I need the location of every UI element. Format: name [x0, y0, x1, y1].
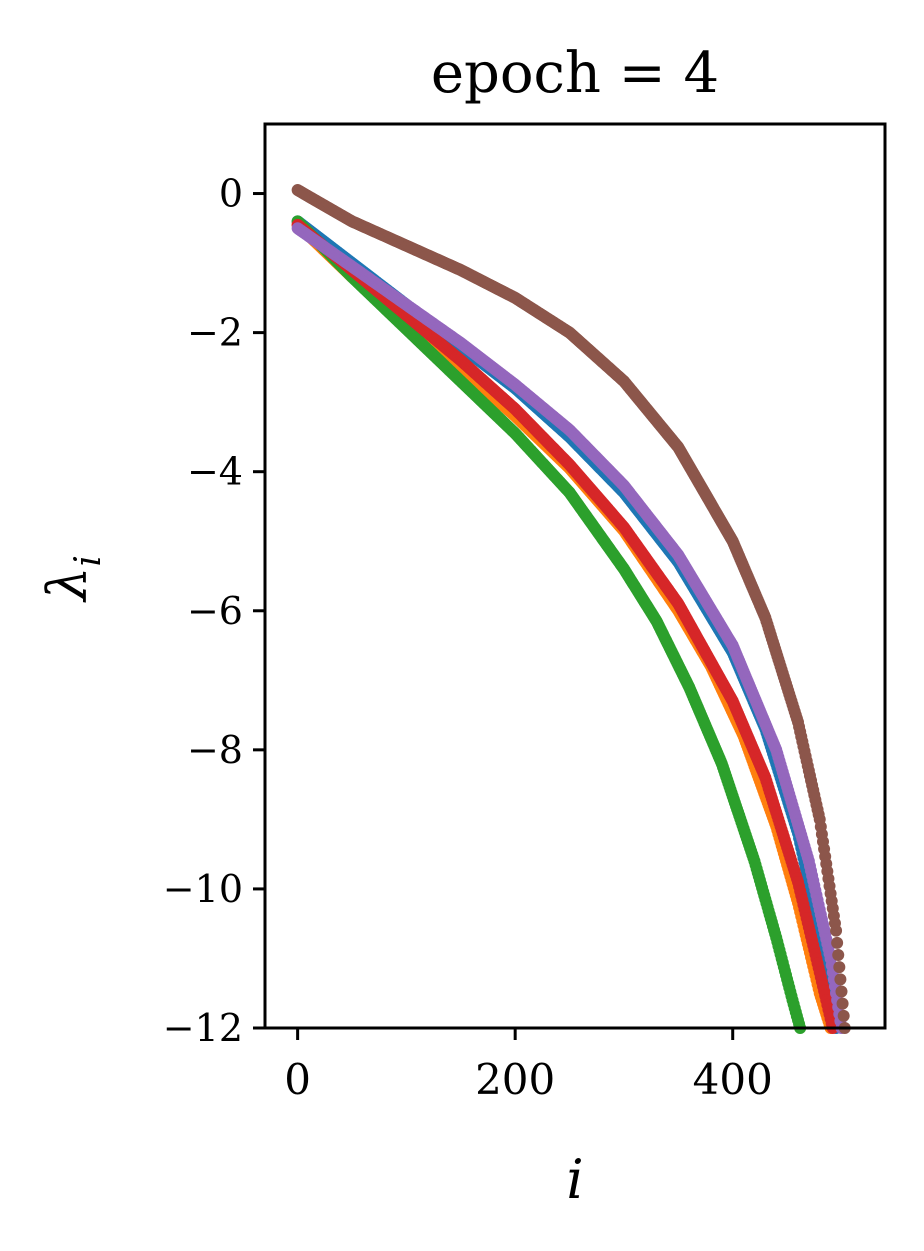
x-tick-label: 0 [284, 1055, 311, 1104]
plot-frame [263, 122, 887, 1030]
y-tick-label: −12 [163, 1006, 243, 1050]
data-point [831, 936, 844, 949]
series-5 [291, 184, 851, 1034]
y-tick-label: 0 [219, 172, 243, 216]
y-axis-label: λi [36, 555, 109, 603]
data-point [830, 924, 843, 937]
y-tick-label: −2 [187, 311, 243, 355]
chart-title: epoch = 4 [431, 41, 719, 106]
x-tick-label: 400 [693, 1055, 773, 1104]
data-point [836, 997, 849, 1010]
data-point [837, 1009, 850, 1022]
series-1 [291, 218, 837, 1034]
y-axis-label-base: λ [36, 567, 99, 603]
y-axis-label-subscript: i [68, 555, 109, 567]
data-point [834, 973, 847, 986]
axis-ticks: 0 −2 −4 −6 −8 −10 −12 0 200 400 [163, 172, 773, 1104]
x-tick-label: 200 [475, 1055, 555, 1104]
data-point [835, 985, 848, 998]
data-point [833, 961, 846, 974]
y-tick-label: −10 [163, 867, 243, 911]
x-axis-label: i [566, 1148, 583, 1211]
y-axis-label-group: λi [36, 555, 109, 603]
y-tick-label: −4 [187, 450, 243, 494]
y-tick-label: −6 [187, 589, 243, 633]
series-2 [291, 215, 807, 1034]
data-point [832, 948, 845, 961]
y-tick-label: −8 [187, 728, 243, 772]
data-marks [291, 184, 851, 1034]
series-3 [291, 218, 839, 1034]
